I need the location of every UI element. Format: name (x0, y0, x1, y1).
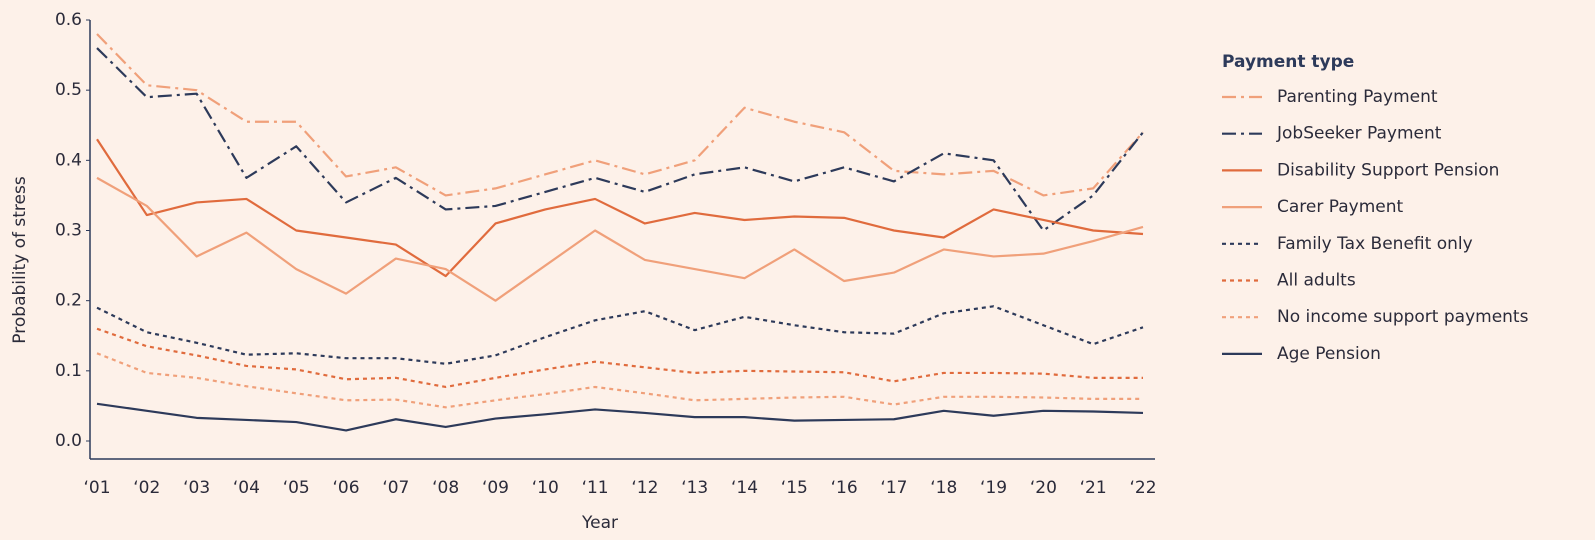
x-axis-label: Year (581, 513, 618, 533)
x-tick-label: ‘13 (681, 478, 708, 498)
series-line (96, 305, 1144, 365)
legend-label: No income support payments (1277, 307, 1529, 327)
x-tick-label: ‘06 (333, 478, 360, 498)
x-tick-label: ‘16 (831, 478, 858, 498)
x-tick-label: ‘18 (930, 478, 957, 498)
x-tick-label: ‘12 (631, 478, 658, 498)
x-tick-label: ‘01 (83, 478, 110, 498)
x-tick-label: ‘15 (781, 478, 808, 498)
y-tick-label: 0.0 (55, 431, 82, 451)
y-tick-label: 0.3 (55, 221, 82, 241)
legend-label: JobSeeker Payment (1276, 124, 1442, 144)
y-axis-label: Probability of stress (10, 176, 30, 344)
x-tick-label: ‘22 (1129, 478, 1156, 498)
x-tick-label: ‘05 (283, 478, 310, 498)
series-line (96, 352, 1143, 409)
y-tick-label: 0.1 (55, 361, 82, 381)
x-tick-label: ‘20 (1030, 478, 1057, 498)
legend-label: Family Tax Benefit only (1277, 234, 1473, 254)
y-tick-label: 0.5 (55, 80, 82, 100)
legend-label: Carer Payment (1277, 197, 1404, 217)
legend-label: Disability Support Pension (1277, 160, 1499, 180)
x-tick-label: ‘17 (880, 478, 907, 498)
y-tick-label: 0.2 (55, 291, 82, 311)
x-tick-label: ‘03 (183, 478, 210, 498)
legend-label: Age Pension (1277, 344, 1381, 364)
y-tick-label: 0.6 (55, 10, 82, 30)
legend-label: All adults (1277, 271, 1356, 291)
x-tick-label: ‘09 (482, 478, 509, 498)
y-tick-label: 0.4 (55, 150, 82, 170)
x-tick-label: ‘19 (980, 478, 1007, 498)
series-line (96, 47, 1144, 232)
x-tick-label: ‘10 (532, 478, 559, 498)
series-line (96, 402, 1144, 432)
x-tick-label: ‘07 (382, 478, 409, 498)
x-tick-label: ‘11 (582, 478, 609, 498)
series-line (96, 176, 1144, 302)
series-line (96, 33, 1144, 197)
series-line (96, 327, 1143, 389)
x-tick-label: ‘08 (432, 478, 459, 498)
x-tick-label: ‘21 (1080, 478, 1107, 498)
x-tick-label: ‘14 (731, 478, 758, 498)
legend-title: Payment type (1222, 52, 1354, 72)
series-line (96, 138, 1144, 278)
legend-label: Parenting Payment (1277, 87, 1438, 107)
x-tick-label: ‘04 (233, 478, 260, 498)
x-tick-label: ‘02 (133, 478, 160, 498)
